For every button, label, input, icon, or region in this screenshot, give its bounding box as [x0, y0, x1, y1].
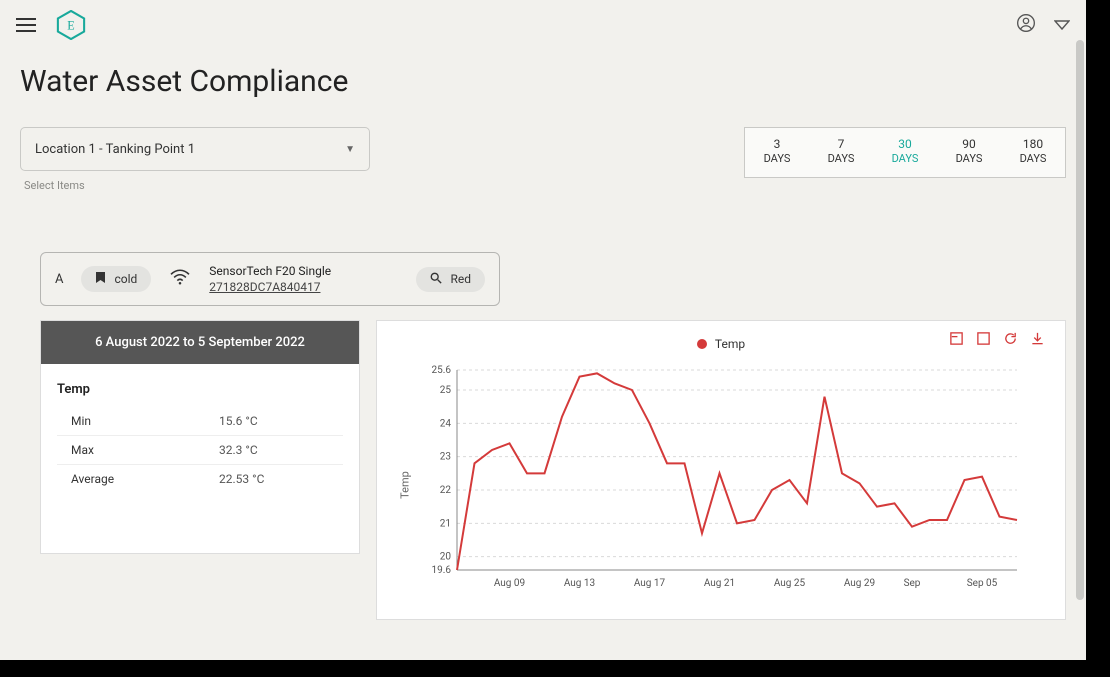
range-option-7[interactable]: 7DAYS [809, 128, 873, 177]
svg-text:Aug 29: Aug 29 [844, 578, 875, 589]
chart-y-axis-label: Temp [398, 472, 411, 500]
app-logo[interactable]: E [56, 10, 86, 40]
chart-tool-reset-icon[interactable] [976, 331, 991, 350]
range-num: 180 [1001, 136, 1065, 152]
range-unit: DAYS [1001, 152, 1065, 167]
svg-text:22: 22 [440, 485, 452, 496]
range-num: 90 [937, 136, 1001, 152]
svg-text:20: 20 [440, 552, 452, 563]
range-num: 7 [809, 136, 873, 152]
stat-label: Min [71, 414, 91, 428]
scrollbar-thumb[interactable] [1076, 40, 1084, 600]
magnifier-icon [430, 272, 442, 287]
top-bar: E [0, 0, 1086, 50]
stat-row: Min 15.6 °C [57, 407, 343, 436]
account-dropdown-icon[interactable] [1054, 16, 1070, 35]
hamburger-menu-icon[interactable] [16, 14, 36, 36]
location-select-hint: Select Items [20, 171, 370, 192]
legend-label: Temp [715, 337, 745, 351]
chevron-down-icon: ▼ [345, 144, 355, 155]
stat-row: Max 32.3 °C [57, 436, 343, 465]
chart-toolbar [949, 331, 1045, 350]
location-select[interactable]: Location 1 - Tanking Point 1 ▼ [20, 127, 370, 171]
location-select-value: Location 1 - Tanking Point 1 [35, 142, 195, 157]
logo-letter: E [67, 19, 74, 33]
temperature-line-chart[interactable]: 19.6 20 21 22 23 24 25 25.6 Aug 09 Aug 13 Aug 17 Au… [419, 365, 1027, 599]
range-unit: DAYS [873, 152, 937, 167]
stat-label: Average [71, 472, 114, 486]
date-range-picker: 3DAYS7DAYS30DAYS90DAYS180DAYS [744, 127, 1066, 178]
svg-text:Sep: Sep [904, 578, 921, 589]
sensor-letter: A [55, 272, 63, 287]
stat-label: Max [71, 443, 94, 457]
chart-tool-refresh-icon[interactable] [1003, 331, 1018, 350]
user-account-icon[interactable] [1016, 13, 1036, 37]
wifi-icon [169, 268, 191, 290]
stats-metric-title: Temp [57, 382, 343, 397]
svg-text:Aug 21: Aug 21 [704, 578, 735, 589]
svg-text:Sep 05: Sep 05 [967, 578, 998, 589]
range-option-90[interactable]: 90DAYS [937, 128, 1001, 177]
page-title: Water Asset Compliance [0, 50, 1086, 127]
svg-text:24: 24 [440, 419, 452, 430]
range-num: 3 [745, 136, 809, 152]
stats-panel: 6 August 2022 to 5 September 2022 Temp M… [40, 320, 360, 554]
range-option-3[interactable]: 3DAYS [745, 128, 809, 177]
stat-value: 32.3 °C [219, 443, 339, 457]
svg-text:25.6: 25.6 [432, 365, 452, 376]
chart-legend: Temp [697, 337, 745, 351]
chart-panel: Temp Temp [376, 320, 1066, 620]
svg-text:Aug 13: Aug 13 [564, 578, 595, 589]
range-unit: DAYS [745, 152, 809, 167]
chart-tool-undo-icon[interactable] [949, 331, 964, 350]
range-num: 30 [873, 136, 937, 152]
chip-cold-label: cold [114, 272, 137, 286]
page-scrollbar[interactable] [1072, 0, 1086, 660]
sensor-card: A cold SensorTech F20 Single 271828DC7A8… [40, 252, 500, 306]
sensor-model: SensorTech F20 Single [209, 263, 398, 279]
stat-value: 15.6 °C [219, 414, 339, 428]
bookmark-icon [95, 271, 106, 287]
svg-text:Aug 09: Aug 09 [494, 578, 525, 589]
svg-text:21: 21 [440, 519, 451, 530]
range-option-180[interactable]: 180DAYS [1001, 128, 1065, 177]
stat-value: 22.53 °C [219, 472, 339, 486]
svg-text:19.6: 19.6 [432, 565, 452, 576]
legend-marker-icon [697, 339, 707, 349]
svg-text:23: 23 [440, 452, 451, 463]
range-unit: DAYS [809, 152, 873, 167]
svg-text:Aug 25: Aug 25 [774, 578, 806, 589]
sensor-red-chip[interactable]: Red [416, 267, 485, 292]
svg-text:Aug 17: Aug 17 [634, 578, 666, 589]
stat-row: Average 22.53 °C [57, 465, 343, 493]
chart-tool-download-icon[interactable] [1030, 331, 1045, 350]
chip-red-label: Red [450, 272, 471, 286]
range-unit: DAYS [937, 152, 1001, 167]
sensor-cold-chip[interactable]: cold [81, 266, 151, 292]
stats-date-range: 6 August 2022 to 5 September 2022 [41, 321, 359, 364]
sensor-id-link[interactable]: 271828DC7A840417 [209, 279, 398, 295]
range-option-30[interactable]: 30DAYS [873, 128, 937, 177]
svg-text:25: 25 [440, 385, 452, 396]
